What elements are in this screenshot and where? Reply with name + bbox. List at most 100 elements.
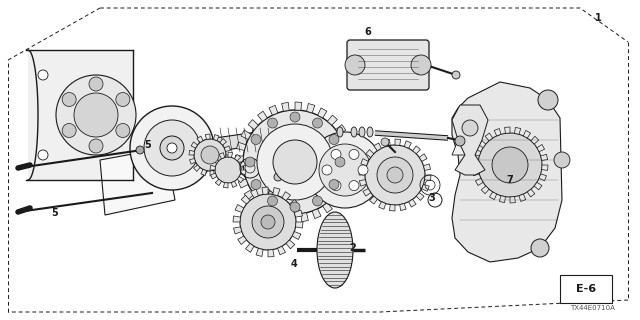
- Polygon shape: [419, 154, 427, 161]
- Polygon shape: [499, 196, 506, 203]
- Text: 7: 7: [507, 175, 513, 185]
- Polygon shape: [328, 115, 337, 125]
- Polygon shape: [494, 129, 501, 136]
- Polygon shape: [374, 143, 381, 151]
- Circle shape: [251, 134, 261, 145]
- Polygon shape: [223, 182, 228, 188]
- Polygon shape: [193, 165, 200, 172]
- Circle shape: [116, 92, 130, 107]
- Polygon shape: [416, 193, 424, 200]
- Circle shape: [387, 167, 403, 183]
- Polygon shape: [282, 192, 291, 201]
- Polygon shape: [361, 159, 368, 166]
- Polygon shape: [262, 187, 268, 195]
- Polygon shape: [344, 173, 353, 182]
- Polygon shape: [413, 146, 420, 154]
- Polygon shape: [239, 161, 245, 167]
- Circle shape: [290, 112, 300, 122]
- Polygon shape: [408, 199, 416, 207]
- Circle shape: [274, 173, 282, 181]
- Polygon shape: [478, 140, 486, 148]
- Polygon shape: [295, 102, 301, 110]
- FancyBboxPatch shape: [347, 40, 429, 90]
- Polygon shape: [217, 167, 223, 174]
- Polygon shape: [219, 153, 225, 159]
- Polygon shape: [307, 103, 315, 113]
- Circle shape: [62, 124, 76, 138]
- Polygon shape: [237, 177, 244, 183]
- Polygon shape: [515, 127, 521, 134]
- Polygon shape: [524, 131, 531, 138]
- Polygon shape: [346, 149, 355, 156]
- Circle shape: [252, 206, 284, 238]
- Polygon shape: [363, 188, 371, 196]
- Polygon shape: [289, 199, 298, 208]
- Circle shape: [56, 75, 136, 155]
- Polygon shape: [474, 149, 481, 156]
- Polygon shape: [210, 165, 216, 170]
- Polygon shape: [237, 236, 246, 244]
- Circle shape: [273, 140, 317, 184]
- Polygon shape: [510, 197, 515, 203]
- Polygon shape: [384, 140, 390, 147]
- Polygon shape: [256, 248, 263, 256]
- Circle shape: [319, 144, 371, 196]
- Polygon shape: [531, 136, 539, 144]
- Polygon shape: [220, 139, 227, 145]
- Polygon shape: [235, 204, 244, 212]
- Circle shape: [38, 150, 48, 160]
- Polygon shape: [534, 182, 542, 190]
- Circle shape: [531, 239, 549, 257]
- Text: 1: 1: [595, 13, 602, 23]
- Polygon shape: [504, 127, 510, 133]
- Polygon shape: [210, 171, 214, 176]
- Circle shape: [194, 139, 226, 171]
- Polygon shape: [400, 204, 406, 211]
- Polygon shape: [201, 169, 207, 175]
- Polygon shape: [537, 144, 545, 152]
- Polygon shape: [211, 173, 217, 179]
- Polygon shape: [197, 136, 203, 142]
- Text: 5: 5: [52, 208, 58, 218]
- Polygon shape: [323, 203, 332, 213]
- Polygon shape: [541, 154, 548, 160]
- Polygon shape: [273, 188, 280, 196]
- Polygon shape: [452, 135, 472, 155]
- Circle shape: [455, 136, 465, 146]
- Circle shape: [462, 120, 478, 136]
- Circle shape: [381, 138, 389, 146]
- Polygon shape: [527, 189, 535, 197]
- Circle shape: [377, 157, 413, 193]
- Text: 5: 5: [145, 140, 152, 150]
- Circle shape: [62, 92, 76, 107]
- Polygon shape: [342, 136, 351, 145]
- Polygon shape: [244, 190, 254, 199]
- Circle shape: [358, 165, 368, 175]
- Circle shape: [74, 93, 118, 137]
- Ellipse shape: [359, 127, 365, 137]
- Polygon shape: [332, 195, 342, 204]
- Circle shape: [144, 120, 200, 176]
- Circle shape: [136, 146, 144, 154]
- Polygon shape: [214, 134, 219, 140]
- Text: E-6: E-6: [576, 284, 596, 294]
- Text: 2: 2: [349, 243, 356, 253]
- Polygon shape: [263, 206, 273, 216]
- Text: 3: 3: [429, 193, 435, 203]
- Polygon shape: [490, 192, 497, 200]
- Polygon shape: [541, 165, 548, 171]
- Circle shape: [261, 215, 275, 229]
- Polygon shape: [424, 175, 431, 180]
- Polygon shape: [235, 155, 243, 162]
- Polygon shape: [360, 180, 367, 186]
- Polygon shape: [269, 105, 278, 115]
- Polygon shape: [234, 155, 241, 161]
- Polygon shape: [395, 139, 401, 145]
- Circle shape: [335, 157, 345, 167]
- Circle shape: [345, 55, 365, 75]
- Polygon shape: [292, 232, 301, 239]
- Bar: [560, 275, 612, 303]
- Polygon shape: [205, 134, 210, 140]
- Circle shape: [89, 139, 103, 153]
- Polygon shape: [278, 246, 285, 255]
